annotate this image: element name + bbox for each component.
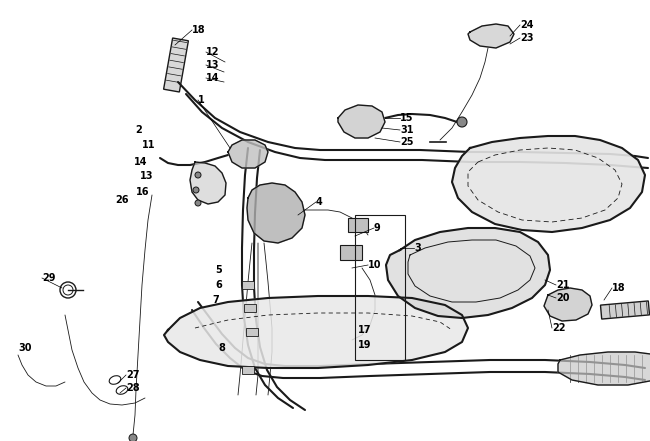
Circle shape <box>129 434 137 441</box>
Polygon shape <box>558 352 650 385</box>
Polygon shape <box>386 228 550 318</box>
Text: 9: 9 <box>374 223 381 233</box>
Text: 24: 24 <box>520 20 534 30</box>
Polygon shape <box>190 162 226 204</box>
Bar <box>242 366 254 374</box>
Circle shape <box>195 200 201 206</box>
Polygon shape <box>228 140 268 168</box>
Text: 10: 10 <box>368 260 382 270</box>
Bar <box>355 215 405 360</box>
Polygon shape <box>544 288 592 321</box>
Text: 30: 30 <box>18 343 31 353</box>
Text: 21: 21 <box>556 280 569 290</box>
Circle shape <box>195 172 201 178</box>
Text: 27: 27 <box>126 370 140 380</box>
Text: 15: 15 <box>400 113 413 123</box>
Text: 25: 25 <box>400 137 413 147</box>
Text: 23: 23 <box>520 33 534 43</box>
Text: 13: 13 <box>206 60 220 70</box>
Polygon shape <box>338 105 385 138</box>
Polygon shape <box>452 136 645 232</box>
Text: 26: 26 <box>115 195 129 205</box>
Text: 3: 3 <box>414 243 421 253</box>
Text: 11: 11 <box>142 140 155 150</box>
Text: 1: 1 <box>198 95 205 105</box>
Text: 29: 29 <box>42 273 55 283</box>
Text: 22: 22 <box>552 323 566 333</box>
Text: 16: 16 <box>136 187 150 197</box>
Bar <box>348 218 368 232</box>
Text: 31: 31 <box>400 125 413 135</box>
Polygon shape <box>164 296 468 368</box>
Text: 28: 28 <box>126 383 140 393</box>
Text: 5: 5 <box>215 265 222 275</box>
Text: 14: 14 <box>206 73 220 83</box>
Bar <box>246 328 258 336</box>
Text: 2: 2 <box>135 125 142 135</box>
Polygon shape <box>601 301 649 319</box>
Text: 19: 19 <box>358 340 372 350</box>
Text: 14: 14 <box>134 157 148 167</box>
Text: 6: 6 <box>215 280 222 290</box>
Text: 17: 17 <box>358 325 372 335</box>
Text: 4: 4 <box>316 197 323 207</box>
Text: 13: 13 <box>140 171 153 181</box>
Polygon shape <box>247 183 305 243</box>
Text: 12: 12 <box>206 47 220 57</box>
Text: 7: 7 <box>212 295 219 305</box>
Text: 18: 18 <box>192 25 205 35</box>
Bar <box>242 281 254 289</box>
Circle shape <box>457 117 467 127</box>
Text: 20: 20 <box>556 293 569 303</box>
Bar <box>244 304 256 312</box>
Polygon shape <box>468 24 514 48</box>
Bar <box>340 245 362 260</box>
Text: 18: 18 <box>612 283 625 293</box>
Polygon shape <box>164 38 188 92</box>
Text: 8: 8 <box>218 343 225 353</box>
Circle shape <box>193 187 199 193</box>
